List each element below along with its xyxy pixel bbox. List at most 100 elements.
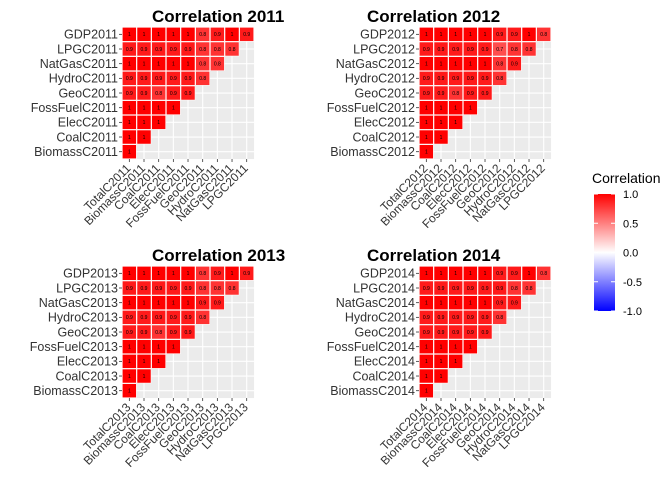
heatmap-tile [433,85,449,101]
tile-value-label: 1 [425,61,428,67]
heatmap-tile [195,41,211,57]
heatmap-tile [122,324,137,340]
row-label: BiomassC2013 [33,384,118,398]
heatmap-tile [492,280,508,296]
tile-value-label: 0.9 [467,91,474,97]
tile-value-label: 0.9 [438,76,445,82]
tile-value-label: 0.9 [170,315,177,321]
tile-value-label: 1 [143,32,146,38]
tile-value-label: 0.9 [185,315,192,321]
heatmap-panel: Correlation 2014 1 1 1 1 1 0.9 0.9 1 0.8 0.9 0.9 0.9… [327,246,552,470]
heatmap-tile [492,41,508,57]
heatmap-tile [536,26,552,42]
heatmap-tile [166,280,181,296]
heatmap-tile [151,324,167,340]
tile-value-label: 1 [440,344,443,350]
tile-value-label: 0.9 [214,32,221,38]
tile-value-label: 1 [469,32,472,38]
tile-value-label: 1 [469,105,472,111]
heatmap-tile [463,100,478,116]
row-label: HydroC2012 [345,72,415,86]
tile-value-label: 0.9 [185,76,192,82]
row-label: FossFuelC2012 [327,101,415,115]
heatmap-tile [210,280,225,296]
heatmap-tile [492,71,508,86]
heatmap-tile [492,310,508,325]
heatmap-tile [151,56,167,72]
heatmap-tile [166,41,181,57]
heatmap-tile [463,280,478,296]
heatmap-tile [180,71,196,86]
heatmap-tile [166,265,181,281]
heatmap-panel: Correlation 2013 1 1 1 1 1 0.8 0.9 1 0.9 0.9 0.9 0.9… [30,246,285,470]
tile-value-label: 1 [157,359,160,365]
tile-value-label: 0.8 [155,330,162,336]
tile-value-label: 1 [128,374,131,380]
tile-value-label: 0.9 [482,315,489,321]
row-label: FossFuelC2014 [327,340,415,354]
heatmap-tile [151,26,167,42]
tile-value-label: 0.9 [199,300,206,306]
tile-value-label: 1 [440,120,443,126]
tile-value-label: 0.7 [496,47,503,53]
tile-value-label: 0.8 [155,91,162,97]
heatmap-tile [477,71,493,86]
heatmap-tile [433,56,449,72]
row-label: GDP2014 [360,267,415,281]
tile-value-label: 1 [440,135,443,141]
heatmap-tile [166,310,181,325]
tile-value-label: 1 [484,271,487,277]
heatmap-tile [195,56,211,72]
tile-value-label: 0.9 [185,91,192,97]
tile-value-label: 0.8 [511,47,518,53]
panel-title: Correlation 2011 [152,7,284,26]
tile-value-label: 0.9 [511,32,518,38]
legend-tick-label: 0.5 [623,218,638,230]
heatmap-tile [122,85,137,101]
tile-value-label: 1 [440,61,443,67]
heatmap-tile [136,265,152,281]
tile-value-label: 0.9 [423,286,430,292]
tile-value-label: 0.9 [467,286,474,292]
heatmap-tile [166,26,181,42]
tile-value-label: 0.9 [170,286,177,292]
heatmap-tile [463,56,478,72]
heatmap-tile [122,26,137,42]
legend-tick-label: 0.0 [623,248,638,260]
heatmap-tile [180,41,196,57]
heatmap-tile [433,41,449,57]
tile-value-label: 1 [187,271,190,277]
tile-value-label: 1 [128,61,131,67]
tile-value-label: 1 [425,135,428,141]
heatmap-tile [418,144,434,160]
heatmap-tile [122,100,137,116]
tile-value-label: 0.8 [540,271,547,277]
heatmap-panels: Correlation 2011 1 1 1 1 1 0.8 0.9 1 0.9 0.9 0.9 0.9… [30,7,552,470]
tile-value-label: 1 [143,135,146,141]
heatmap-tile [418,85,434,101]
heatmap-tile [122,56,137,72]
tile-value-label: 0.8 [199,47,206,53]
row-label: NatGasC2012 [336,57,415,71]
tile-value-label: 0.9 [482,330,489,336]
tile-value-label: 0.9 [423,76,430,82]
tile-value-label: 1 [469,271,472,277]
tile-value-label: 1 [425,105,428,111]
row-label: GDP2011 [64,28,118,42]
heatmap-tile [418,265,434,281]
heatmap-tile [122,41,137,57]
tile-value-label: 1 [172,61,175,67]
heatmap-tile [507,41,522,57]
heatmap-tile [136,100,152,116]
heatmap-tile [477,310,493,325]
row-label: NatGasC2014 [336,296,415,310]
tile-value-label: 0.9 [185,286,192,292]
tile-value-label: 1 [128,359,131,365]
heatmap-tile [521,41,537,57]
tile-value-label: 0.8 [199,271,206,277]
tile-value-label: 0.8 [511,286,518,292]
tile-value-label: 0.9 [467,76,474,82]
tile-value-label: 0.9 [423,47,430,53]
heatmap-tile [463,26,478,42]
tile-value-label: 1 [469,300,472,306]
